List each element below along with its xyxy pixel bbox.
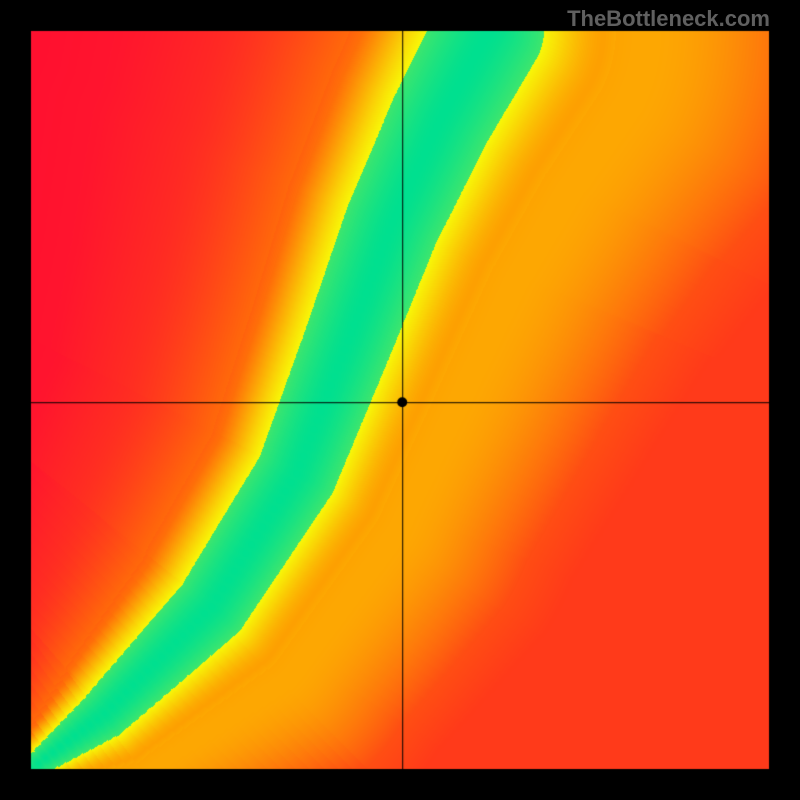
watermark-label: TheBottleneck.com <box>567 6 770 32</box>
chart-container: TheBottleneck.com <box>0 0 800 800</box>
heatmap-canvas <box>0 0 800 800</box>
